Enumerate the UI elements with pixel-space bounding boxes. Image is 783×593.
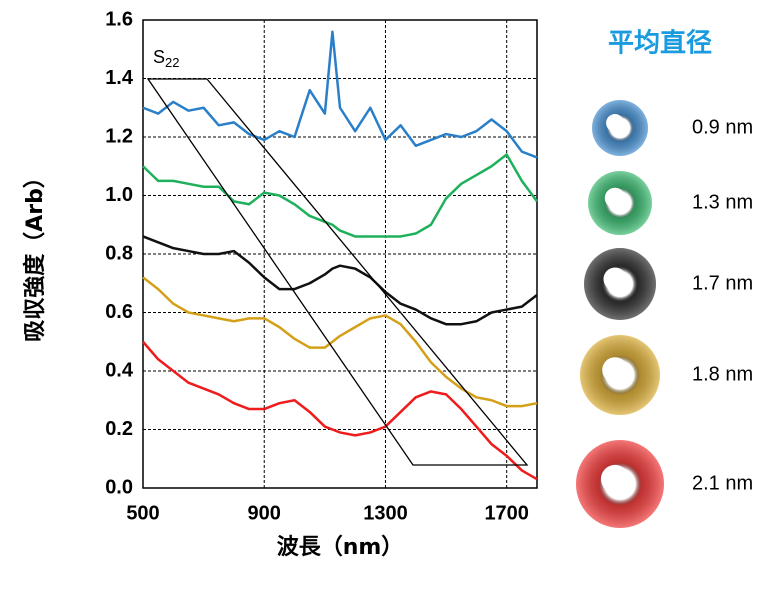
legend-label: 1.8 nm [692, 363, 753, 385]
plot-frame [142, 19, 538, 489]
y-tick-label: 0.6 [105, 301, 133, 323]
s22-band [146, 78, 529, 466]
y-tick-label: 0.2 [105, 418, 133, 440]
annotation-base: S [153, 47, 165, 67]
legend-icon-hole [602, 357, 628, 383]
annotation: S22 [153, 47, 179, 71]
y-tick-label: 1.2 [105, 125, 133, 147]
x-tick-label: 1300 [363, 502, 408, 524]
series-line [142, 30, 538, 159]
y-tick-label: 0.0 [105, 476, 133, 498]
x-tick-label: 500 [126, 502, 159, 524]
plot-area: 0.0 0.2 0.4 0.6 0.8 1.0 1.2 1.4 1.6 500 900 1300 170… [105, 8, 539, 524]
legend-icon-hole [603, 267, 627, 291]
series-line [142, 276, 538, 408]
x-tick-label: 1700 [484, 502, 529, 524]
y-tick-label: 0.4 [105, 359, 134, 381]
x-tick-label: 900 [248, 502, 281, 524]
y-tick-label: 0.8 [105, 242, 133, 264]
series-line [142, 235, 538, 326]
y-axis-label: 吸収強度（Arb） [22, 166, 48, 342]
legend-icon-hole [604, 187, 626, 209]
series-line [142, 340, 538, 481]
legend-label: 0.9 nm [692, 116, 753, 138]
legend-icon-hole [606, 114, 624, 132]
legend-icon-hole [600, 464, 630, 494]
y-tick-label: 1.4 [105, 67, 134, 89]
y-tick-label: 1.6 [105, 8, 133, 30]
legend-title: 平均直径 [608, 29, 712, 59]
legend-label: 1.3 nm [692, 191, 753, 213]
legend-label: 2.1 nm [692, 472, 753, 494]
x-axis-label: 波長（nm） [277, 535, 404, 560]
annotation-sub: 22 [165, 55, 179, 70]
legend-label: 1.7 nm [692, 272, 753, 294]
y-tick-label: 1.0 [105, 184, 133, 206]
series-line [142, 153, 539, 238]
